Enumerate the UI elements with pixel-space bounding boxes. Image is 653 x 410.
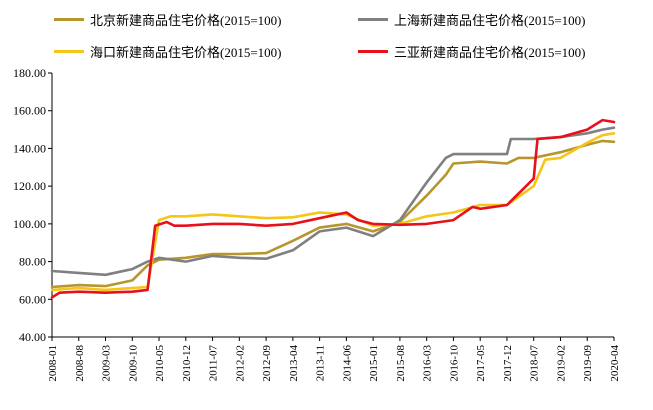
x-tick-label: 2010-05 bbox=[154, 345, 166, 382]
x-tick-label: 2010-12 bbox=[181, 345, 193, 382]
legend-item-sanya: 三亚新建商品住宅价格(2015=100) bbox=[358, 42, 586, 61]
x-tick-label: 2009-10 bbox=[127, 345, 139, 382]
y-tick-label: 180.00 bbox=[13, 66, 46, 80]
y-tick-label: 160.00 bbox=[13, 104, 46, 118]
x-tick-label: 2012-09 bbox=[261, 345, 273, 382]
legend-swatch-haikou bbox=[54, 50, 84, 53]
x-tick-label: 2018-07 bbox=[529, 345, 541, 382]
x-tick-label: 2011-07 bbox=[208, 345, 220, 382]
legend-swatch-shanghai bbox=[358, 18, 388, 21]
y-tick-label: 40.00 bbox=[19, 330, 46, 344]
legend-item-shanghai: 上海新建商品住宅价格(2015=100) bbox=[358, 10, 586, 29]
legend-label-beijing: 北京新建商品住宅价格(2015=100) bbox=[90, 13, 282, 28]
x-tick-label: 2015-08 bbox=[395, 345, 407, 382]
legend-swatch-sanya bbox=[358, 50, 388, 53]
y-tick-label: 100.00 bbox=[13, 217, 46, 231]
legend-label-shanghai: 上海新建商品住宅价格(2015=100) bbox=[394, 13, 586, 28]
x-tick-label: 2017-12 bbox=[502, 345, 514, 382]
x-tick-label: 2014-06 bbox=[341, 345, 353, 382]
x-tick-label: 2020-04 bbox=[609, 345, 621, 382]
x-tick-label: 2013-04 bbox=[288, 345, 300, 382]
x-tick-label: 2009-03 bbox=[101, 345, 113, 382]
series-line-shanghai bbox=[50, 126, 616, 277]
x-tick-label: 2008-08 bbox=[74, 345, 86, 382]
legend-label-sanya: 三亚新建商品住宅价格(2015=100) bbox=[394, 45, 586, 60]
legend-item-beijing: 北京新建商品住宅价格(2015=100) bbox=[54, 10, 282, 29]
legend-swatch-beijing bbox=[54, 18, 84, 21]
series-line-sanya bbox=[50, 118, 616, 299]
y-tick-label: 140.00 bbox=[13, 141, 46, 155]
x-tick-label: 2008-01 bbox=[47, 345, 59, 382]
x-tick-label: 2019-02 bbox=[555, 345, 567, 382]
x-tick-label: 2015-01 bbox=[368, 345, 380, 382]
x-tick-label: 2017-05 bbox=[475, 345, 487, 382]
x-tick-label: 2016-03 bbox=[422, 345, 434, 382]
x-tick-label: 2012-02 bbox=[234, 345, 246, 382]
y-tick-label: 80.00 bbox=[19, 255, 46, 269]
legend-item-haikou: 海口新建商品住宅价格(2015=100) bbox=[54, 42, 282, 61]
legend-label-haikou: 海口新建商品住宅价格(2015=100) bbox=[90, 45, 282, 60]
x-tick-label: 2019-09 bbox=[582, 345, 594, 382]
x-tick-label: 2013-11 bbox=[315, 345, 327, 381]
y-tick-label: 120.00 bbox=[13, 179, 46, 193]
x-tick-label: 2016-10 bbox=[448, 345, 460, 382]
y-tick-label: 60.00 bbox=[19, 292, 46, 306]
